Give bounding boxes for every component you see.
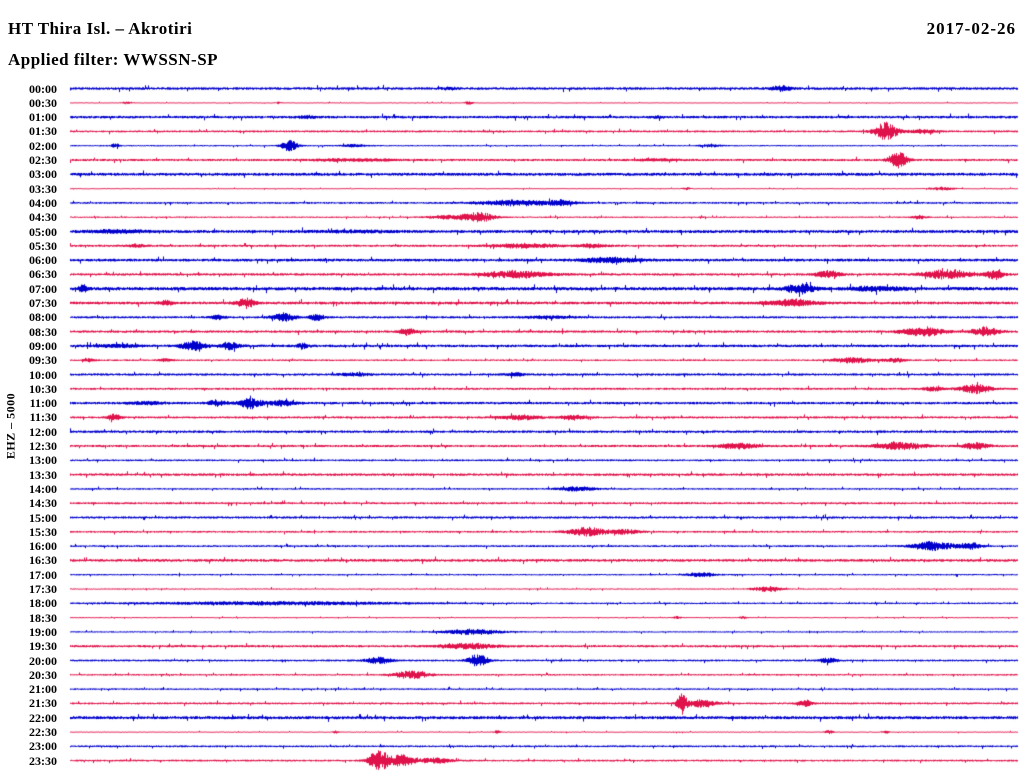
trace-time-label: 08:00 [29,310,57,325]
trace-time-label: 16:30 [29,553,57,568]
trace-time-label: 06:00 [29,253,57,268]
trace-time-label: 04:00 [29,195,57,210]
trace-time-label: 21:00 [29,682,57,697]
trace-time-label: 02:30 [29,153,57,167]
trace-time-label: 23:30 [29,753,57,768]
trace-time-label: 03:30 [29,181,57,196]
trace-time-label: 16:00 [29,539,57,554]
trace-time-label: 14:30 [29,496,57,511]
trace-time-label: 06:30 [29,267,57,282]
trace-time-label: 20:30 [29,667,57,682]
trace-time-label: 22:30 [29,725,57,739]
trace-time-label: 18:00 [29,596,57,611]
trace-time-label: 09:30 [29,353,57,368]
trace-time-label: 20:00 [29,653,57,668]
trace-time-label: 01:00 [29,110,57,125]
trace-time-label: 07:00 [29,281,57,296]
trace-time-label: 09:00 [29,338,57,353]
trace-time-label: 05:00 [29,224,57,239]
trace-time-label: 18:30 [29,610,57,625]
trace-time-label: 11:00 [29,396,57,411]
trace-time-label: 08:30 [29,324,57,339]
trace-time-label: 23:00 [29,739,57,754]
trace-time-label: 10:30 [29,381,57,396]
trace-time-label: 17:30 [29,582,57,596]
trace-time-label: 14:00 [29,481,57,496]
trace-time-label: 12:30 [29,439,57,453]
trace-time-label: 21:30 [29,696,57,711]
trace-time-label: 15:00 [29,510,57,525]
trace-time-label: 00:00 [29,81,57,96]
trace-time-label: 19:30 [29,639,57,654]
trace-time-label: 13:00 [29,453,57,468]
trace-time-label: 01:30 [29,124,57,139]
trace-time-label: 03:00 [29,167,57,182]
trace-time-label: 17:00 [29,567,57,582]
trace-time-label: 04:30 [29,210,57,225]
trace-time-label: 19:00 [29,624,57,639]
trace-time-label: 11:30 [29,410,57,425]
trace-time-label: 12:00 [29,424,57,439]
trace-time-label: 22:00 [29,710,57,725]
trace-time-label: 07:30 [29,296,57,310]
trace-time-label: 00:30 [29,95,57,110]
trace-time-label: 15:30 [29,524,57,539]
trace-time-label: 02:00 [29,138,57,153]
trace-time-label: 05:30 [29,238,57,253]
trace-time-label: 13:30 [29,467,57,482]
trace-time-label: 10:00 [29,367,57,382]
